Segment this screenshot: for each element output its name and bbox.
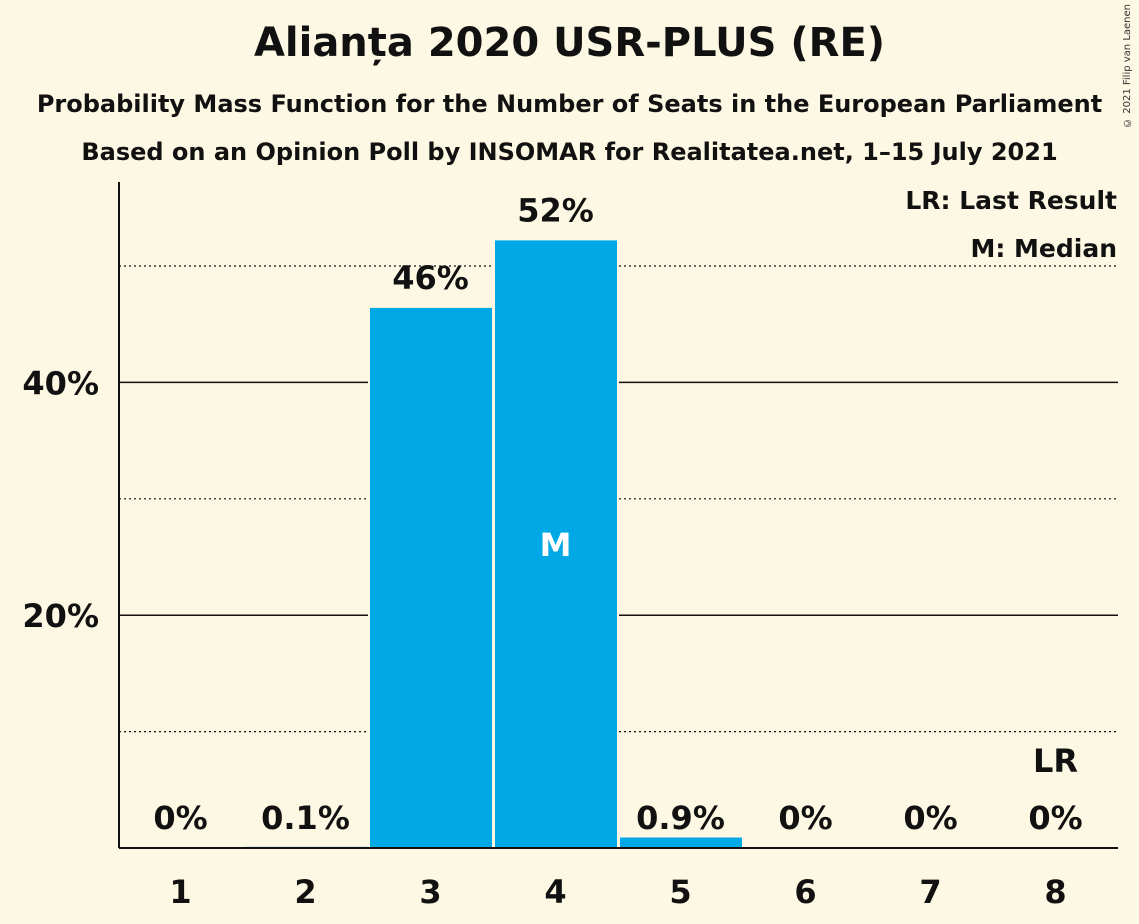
data-label-seats-7: 0% bbox=[903, 799, 957, 837]
data-label-seats-4: 52% bbox=[517, 191, 594, 229]
x-tick-label: 1 bbox=[169, 873, 191, 911]
data-label-seats-3: 46% bbox=[392, 259, 469, 297]
bar-seats-4 bbox=[495, 240, 617, 849]
y-tick-labels: 20% 40% bbox=[22, 364, 99, 635]
data-label-seats-2: 0.1% bbox=[261, 799, 350, 837]
median-marker: M bbox=[540, 526, 572, 564]
last-result-marker: LR bbox=[1033, 742, 1078, 780]
x-tick-label: 4 bbox=[544, 873, 566, 911]
y-tick-label: 20% bbox=[22, 597, 99, 635]
data-label-seats-8: 0% bbox=[1028, 799, 1082, 837]
legend-last-result: LR: Last Result bbox=[905, 186, 1117, 215]
data-label-seats-1: 0% bbox=[153, 799, 207, 837]
x-tick-labels: 1 2 3 4 5 6 7 8 bbox=[169, 873, 1066, 911]
bars bbox=[243, 239, 744, 849]
x-tick-label: 3 bbox=[419, 873, 441, 911]
data-label-seats-5: 0.9% bbox=[636, 799, 725, 837]
chart-source-note: Based on an Opinion Poll by INSOMAR for … bbox=[81, 138, 1058, 166]
chart-subtitle: Probability Mass Function for the Number… bbox=[36, 90, 1103, 118]
x-tick-label: 8 bbox=[1044, 873, 1066, 911]
x-tick-label: 5 bbox=[669, 873, 691, 911]
data-labels: 0% 0.1% 46% 52% M 0.9% 0% 0% 0% LR bbox=[153, 191, 1082, 837]
y-tick-label: 40% bbox=[22, 364, 99, 402]
chart-title: Alianța 2020 USR-PLUS (RE) bbox=[253, 20, 886, 66]
bar-seats-3 bbox=[370, 307, 492, 848]
x-tick-label: 6 bbox=[794, 873, 816, 911]
x-tick-label: 2 bbox=[294, 873, 316, 911]
data-label-seats-6: 0% bbox=[778, 799, 832, 837]
bar-seats-5 bbox=[620, 837, 742, 848]
legend-median: M: Median bbox=[970, 234, 1117, 263]
x-tick-label: 7 bbox=[919, 873, 941, 911]
